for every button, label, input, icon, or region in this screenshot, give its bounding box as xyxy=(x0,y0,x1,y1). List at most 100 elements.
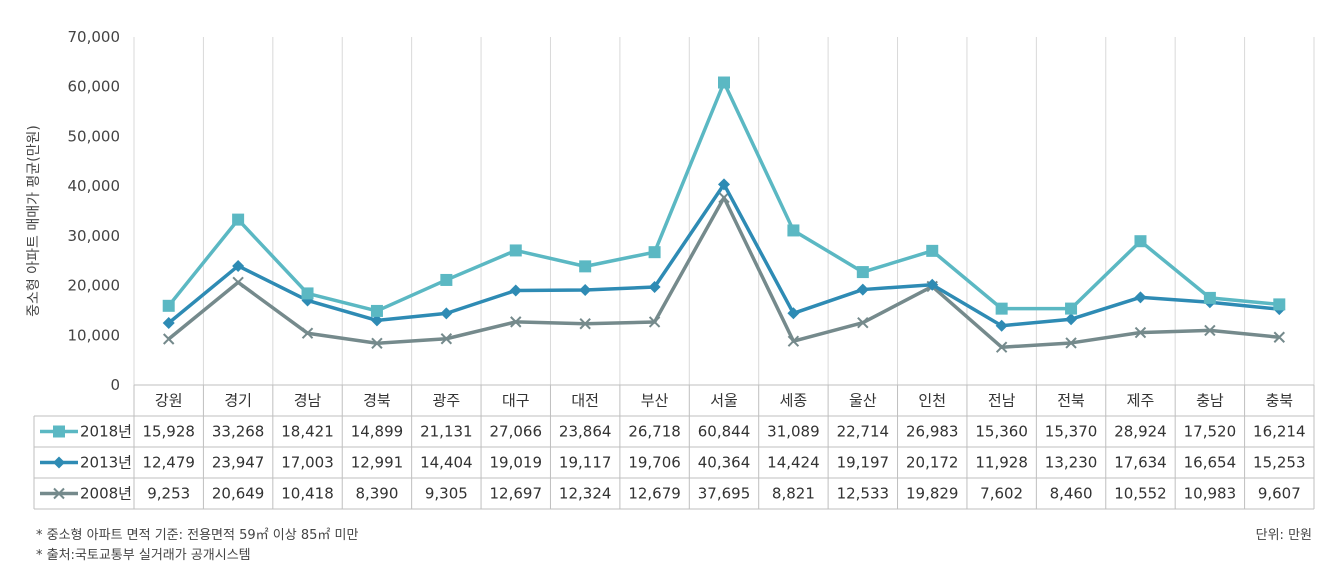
table-cell: 10,418 xyxy=(281,485,334,503)
table-cell: 27,066 xyxy=(490,423,543,441)
table-cell: 14,404 xyxy=(420,454,473,472)
table-cell: 9,305 xyxy=(425,485,468,503)
table-cell: 17,003 xyxy=(281,454,334,472)
data-point xyxy=(856,283,869,296)
data-point xyxy=(1134,291,1147,304)
table-cell: 16,214 xyxy=(1253,423,1306,441)
table-cell: 15,253 xyxy=(1253,454,1306,472)
series-2 xyxy=(162,191,1285,353)
table-cell: 40,364 xyxy=(698,454,751,472)
data-point xyxy=(926,244,939,257)
table-cell: 23,864 xyxy=(559,423,612,441)
data-point xyxy=(718,76,730,89)
series-line xyxy=(167,195,1280,349)
x-tick-label: 부산 xyxy=(641,392,669,410)
table-cell: 26,983 xyxy=(906,423,959,441)
data-point xyxy=(857,316,869,329)
y-tick-label: 60,000 xyxy=(68,78,121,96)
data-point xyxy=(718,178,730,191)
legend-entry: 2018년 xyxy=(40,423,132,441)
table-cell: 20,172 xyxy=(906,454,959,472)
data-point xyxy=(1134,326,1147,339)
data-point xyxy=(162,299,175,312)
x-tick-label: 대구 xyxy=(502,392,530,410)
y-tick-label: 40,000 xyxy=(68,177,121,195)
table-cell: 10,983 xyxy=(1184,485,1237,503)
table-cell: 12,697 xyxy=(490,485,543,503)
y-axis-title: 중소형 아파트 매매가 평균(만원) xyxy=(26,125,42,317)
data-point xyxy=(1065,302,1078,315)
x-tick-label: 강원 xyxy=(155,392,183,410)
table-cell: 9,253 xyxy=(147,485,190,503)
data-point xyxy=(440,273,453,286)
data-point xyxy=(1273,331,1285,343)
data-point xyxy=(371,337,383,349)
data-point xyxy=(648,246,661,259)
data-point xyxy=(926,278,939,291)
x-tick-label: 인천 xyxy=(918,392,946,410)
table-cell: 31,089 xyxy=(767,423,820,441)
data-point xyxy=(440,307,453,320)
data-point xyxy=(509,284,522,297)
data-point xyxy=(53,487,65,500)
x-tick-label: 경북 xyxy=(363,392,391,410)
data-point xyxy=(370,314,383,327)
table-cell: 23,947 xyxy=(212,454,265,472)
x-tick-label: 대전 xyxy=(571,392,599,410)
data-point xyxy=(301,287,314,300)
y-tick-label: 0 xyxy=(110,376,120,394)
data-point xyxy=(232,276,244,289)
y-axis: 0 10,000 20,000 30,000 40,000 50,000 60,000 70,… xyxy=(26,28,120,394)
data-point xyxy=(1204,324,1216,337)
table-cell: 16,654 xyxy=(1184,454,1237,472)
data-point xyxy=(787,307,800,320)
data-point xyxy=(53,425,65,438)
x-tick-label: 전남 xyxy=(988,392,1016,410)
data-point xyxy=(53,456,65,469)
data-point xyxy=(648,316,661,328)
y-tick-label: 10,000 xyxy=(68,326,121,344)
legend-label: 2013년 xyxy=(80,454,132,472)
legend-label: 2008년 xyxy=(80,485,132,503)
series-0 xyxy=(162,76,1286,317)
table-cell: 14,899 xyxy=(351,423,404,441)
data-point xyxy=(509,244,522,257)
legend-label: 2018년 xyxy=(80,423,132,441)
y-tick-label: 20,000 xyxy=(68,277,121,295)
table-cell: 12,324 xyxy=(559,485,612,503)
table-cell: 12,991 xyxy=(351,454,404,472)
data-point xyxy=(579,283,592,296)
data-point xyxy=(579,318,591,330)
table-cell: 8,390 xyxy=(355,485,398,503)
table-cell: 19,019 xyxy=(490,454,543,472)
table-cell: 22,714 xyxy=(837,423,890,441)
table-cell: 28,924 xyxy=(1114,423,1167,441)
data-point xyxy=(648,281,661,294)
data-point xyxy=(787,335,800,347)
unit-note: 단위: 만원 xyxy=(1255,528,1312,543)
data-point xyxy=(232,213,245,226)
legend-entry: 2008년 xyxy=(40,485,132,503)
table-cell: 60,844 xyxy=(698,423,751,441)
table-cell: 14,424 xyxy=(767,454,820,472)
x-tick-label: 경기 xyxy=(224,392,252,410)
y-tick-label: 50,000 xyxy=(68,127,121,145)
table-cell: 33,268 xyxy=(212,423,265,441)
data-point xyxy=(510,316,522,328)
footnote-area-criteria: * 중소형 아파트 면적 기준: 전용면적 59㎡ 이상 85㎡ 미만 xyxy=(36,528,359,543)
series-line xyxy=(167,182,1280,328)
table-cell: 17,634 xyxy=(1114,454,1167,472)
data-point xyxy=(301,327,314,339)
table-cell: 21,131 xyxy=(420,423,473,441)
x-tick-label: 서울 xyxy=(710,392,738,410)
table-cell: 9,607 xyxy=(1258,485,1301,503)
table-cell: 12,479 xyxy=(142,454,195,472)
table-cell: 17,520 xyxy=(1184,423,1237,441)
data-point xyxy=(718,191,730,204)
x-tick-label: 제주 xyxy=(1127,392,1155,410)
table-cell: 19,829 xyxy=(906,485,959,503)
footnote-source: * 출처:국토교통부 실거래가 공개시스템 xyxy=(36,548,251,563)
data-point xyxy=(1203,291,1216,304)
data-point xyxy=(162,333,175,345)
data-point xyxy=(232,259,245,272)
